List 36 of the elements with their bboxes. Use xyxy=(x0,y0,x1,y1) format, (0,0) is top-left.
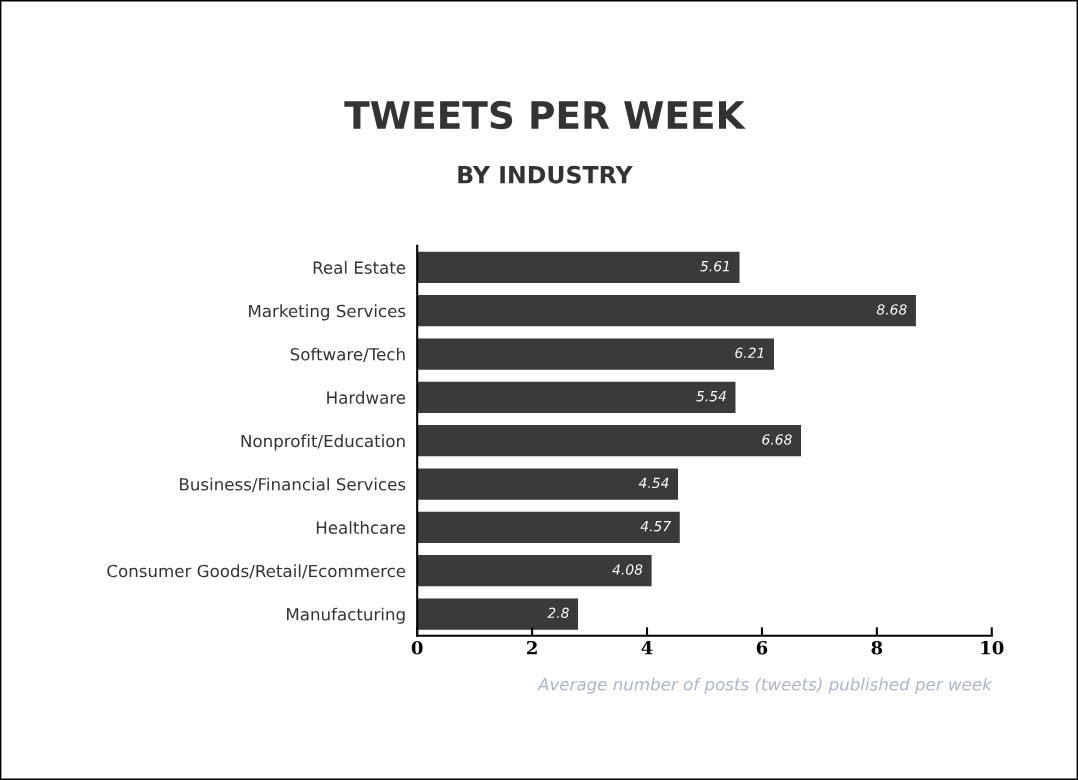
data-label: 2.8 xyxy=(547,607,569,619)
y-tick-label: Consumer Goods/Retail/Ecommerce xyxy=(107,564,406,579)
y-tick-label: Hardware xyxy=(327,391,406,404)
x-tick-label: 0 xyxy=(411,640,423,655)
bar xyxy=(417,338,774,370)
chart-title: TWEETS PER WEEK xyxy=(344,100,746,130)
data-label: 5.61 xyxy=(700,260,729,272)
data-label: 8.68 xyxy=(876,304,907,315)
y-tick-label: Marketing Services xyxy=(249,304,406,321)
data-label: 6.68 xyxy=(762,434,792,445)
bar xyxy=(417,295,916,327)
y-tick-label: Real Estate xyxy=(313,261,406,274)
x-tick-label: 4 xyxy=(641,640,653,655)
bar xyxy=(417,555,652,587)
x-tick-label: 6 xyxy=(756,640,768,655)
x-tick-label: 10 xyxy=(981,640,1004,655)
data-label: 5.54 xyxy=(696,391,726,402)
data-label: 6.21 xyxy=(735,347,764,359)
bar xyxy=(417,251,740,283)
bar xyxy=(417,468,679,500)
y-tick-label: Nonprofit/Education xyxy=(241,434,405,451)
bar xyxy=(417,511,680,543)
data-label: 4.57 xyxy=(640,521,672,532)
bar xyxy=(417,425,801,457)
bar xyxy=(417,381,736,413)
x-tick-label: 2 xyxy=(527,640,537,655)
x-tick-label: 8 xyxy=(871,640,883,655)
bar xyxy=(417,598,579,630)
y-tick-label: Manufacturing xyxy=(287,607,405,624)
y-tick-label: Business/Financial Services xyxy=(180,477,406,492)
data-label: 4.54 xyxy=(638,477,669,489)
text: Average number of posts (tweets) published per week xyxy=(537,677,993,694)
y-tick-label: Healthcare xyxy=(316,521,406,534)
data-label: 4.08 xyxy=(612,564,643,575)
y-tick-label: Software/Tech xyxy=(290,347,405,362)
chart-subtitle: BY INDUSTRY xyxy=(458,165,633,184)
